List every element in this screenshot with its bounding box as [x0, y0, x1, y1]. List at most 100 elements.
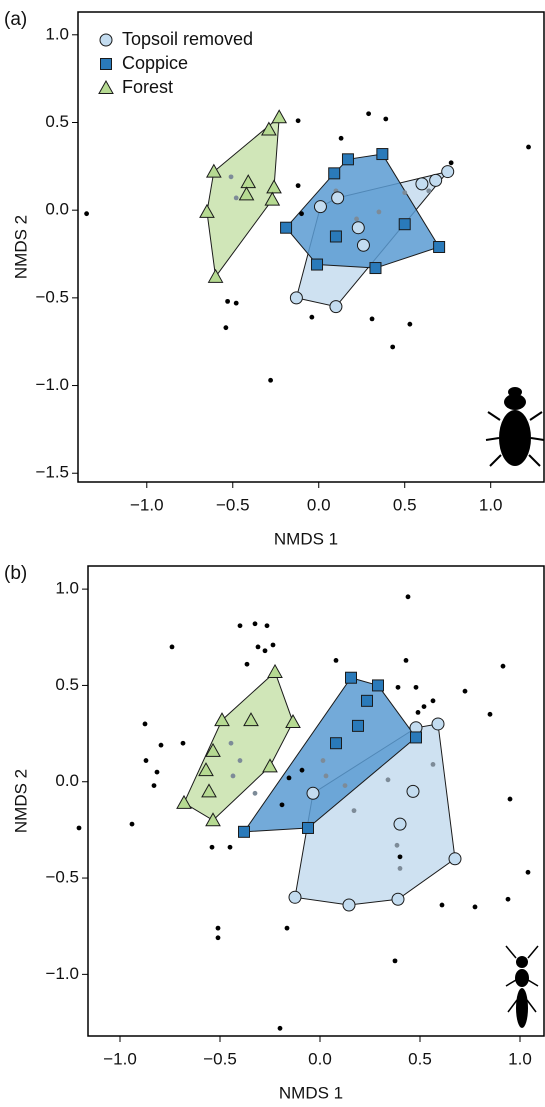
point — [143, 758, 149, 763]
point — [369, 316, 375, 322]
point — [270, 642, 276, 648]
point — [214, 712, 230, 727]
y-axis-label: NMDS 2 — [11, 769, 30, 833]
x-tick-label: 1.0 — [508, 1049, 532, 1068]
point — [225, 298, 231, 304]
point — [201, 783, 217, 798]
point — [505, 896, 511, 902]
point — [205, 742, 221, 757]
point — [351, 221, 365, 235]
point — [356, 238, 370, 252]
point — [233, 300, 239, 306]
point — [372, 679, 384, 692]
point — [407, 321, 413, 327]
y-tick-label: 1.0 — [45, 24, 69, 43]
point — [429, 173, 443, 187]
point — [267, 663, 283, 678]
y-tick-label: 0.5 — [55, 675, 79, 694]
point — [215, 925, 221, 931]
point — [472, 904, 478, 910]
point — [507, 796, 513, 802]
point — [397, 854, 403, 860]
point — [415, 709, 421, 715]
legend-label: Forest — [122, 77, 173, 97]
point — [205, 812, 221, 827]
y-tick-label: −1.0 — [35, 375, 69, 394]
y-tick-label: −0.5 — [45, 868, 79, 887]
x-axis-label: NMDS 1 — [274, 529, 338, 548]
point — [525, 869, 531, 875]
beetle-icon — [505, 945, 539, 1028]
point — [255, 644, 261, 650]
point — [209, 844, 215, 850]
point — [342, 783, 348, 788]
point — [76, 825, 82, 831]
point — [215, 935, 221, 941]
y-tick-label: 1.0 — [55, 579, 79, 598]
point — [237, 623, 243, 629]
point — [323, 773, 329, 779]
panel-label: (a) — [4, 9, 27, 30]
point — [431, 717, 445, 731]
point — [413, 684, 419, 690]
point — [448, 160, 454, 166]
point — [421, 704, 427, 710]
x-tick-label: −0.5 — [216, 495, 250, 514]
point — [261, 121, 277, 136]
point — [264, 191, 281, 206]
y-tick-label: −0.5 — [35, 287, 69, 306]
point — [341, 153, 354, 166]
point — [402, 190, 408, 196]
legend-label: Topsoil removed — [122, 29, 253, 49]
point — [309, 314, 315, 320]
point — [328, 167, 341, 180]
point — [262, 648, 268, 654]
point — [398, 218, 411, 231]
point — [376, 148, 389, 161]
legend-marker — [99, 33, 113, 47]
point — [154, 769, 160, 775]
panel-label: (b) — [4, 563, 27, 584]
point — [345, 671, 357, 684]
y-tick-label: 0.0 — [45, 200, 69, 219]
point — [302, 821, 314, 834]
point — [394, 842, 400, 848]
point — [158, 742, 164, 748]
point — [415, 177, 429, 191]
point — [430, 762, 436, 767]
point — [330, 737, 342, 750]
point — [352, 719, 364, 732]
point — [329, 300, 343, 314]
point — [237, 758, 243, 763]
x-tick-label: 0.0 — [308, 1049, 332, 1068]
point — [243, 712, 259, 727]
plot-frame — [87, 565, 545, 1037]
point — [238, 186, 255, 201]
point — [227, 844, 233, 850]
point — [198, 762, 214, 777]
point — [333, 657, 339, 663]
y-tick-label: −1.0 — [45, 964, 79, 983]
point — [268, 377, 273, 383]
point — [403, 657, 409, 663]
point — [233, 195, 239, 201]
point — [286, 775, 292, 781]
point — [244, 661, 250, 667]
point — [252, 790, 258, 796]
y-tick-label: 0.5 — [45, 112, 69, 131]
point — [391, 892, 405, 906]
point — [271, 109, 288, 124]
x-tick-label: 0.0 — [307, 495, 331, 514]
x-tick-label: −1.0 — [130, 495, 164, 514]
point — [169, 644, 175, 650]
point — [439, 902, 445, 908]
point — [426, 188, 432, 194]
point — [129, 821, 135, 827]
point — [500, 663, 506, 669]
point — [331, 191, 345, 205]
point — [433, 241, 446, 253]
point — [397, 866, 403, 871]
point — [288, 890, 302, 904]
point — [199, 203, 215, 218]
point — [329, 230, 342, 243]
